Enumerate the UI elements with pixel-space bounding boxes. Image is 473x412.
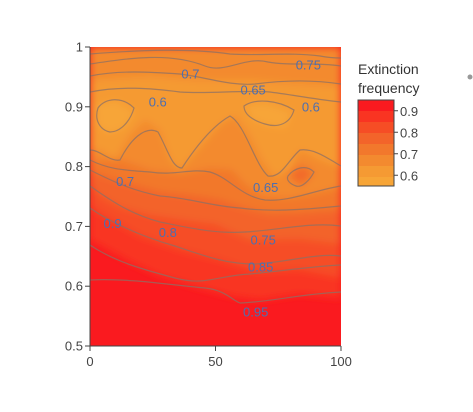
contour-line-080 [90,185,341,233]
contour-line-095 [90,279,341,304]
colorbar-swatch-060 [358,177,394,186]
contour-label: 0.7 [181,66,199,81]
contour-label: 0.9 [104,216,122,231]
y-tick-label: 0.9 [65,99,83,114]
contour-label: 0.95 [243,304,268,319]
contour-label: 0.85 [248,260,273,275]
colorbar-swatch-070 [358,155,394,166]
contour-label: 0.6 [149,95,167,110]
y-tick-label: 0.6 [65,279,83,294]
colorbar: Extinction frequency 0.9 0.8 0.7 0.6 [357,61,419,187]
colorbar-tick-label: 0.8 [400,125,418,140]
colorbar-swatch-065 [358,166,394,177]
x-tick-label: 100 [330,354,352,369]
x-ticks: 0 50 100 [86,346,352,369]
colorbar-tick-label: 0.6 [400,168,418,183]
y-tick-label: 0.5 [65,339,83,354]
y-tick-label: 0.8 [65,159,83,174]
y-tick-label: 1 [76,40,83,55]
contour-line-065-top [90,71,341,85]
colorbar-swatch-080 [358,133,394,144]
plot-area: 0.75 0.7 0.65 0.6 0.6 0.7 0.65 0.9 0.8 0.75 0.85 0.… [90,47,341,346]
contour-label: 0.75 [296,57,321,72]
colorbar-swatches [358,100,394,186]
x-tick-label: 0 [86,354,93,369]
colorbar-swatch-090 [358,111,394,122]
contour-line-075-top [90,49,341,59]
contour-line-060-left [96,99,135,133]
contour-line-085 [90,207,341,265]
colorbar-tick-label: 0.9 [400,104,418,119]
contour-label: 0.8 [159,225,177,240]
colorbar-ticks: 0.9 0.8 0.7 0.6 [394,104,418,183]
contour-line-070-top [90,56,341,69]
colorbar-swatch-075 [358,144,394,155]
x-tick-label: 50 [208,354,222,369]
contour-lines [90,49,341,304]
contour-line-075 [90,169,341,211]
contour-line-spot [286,167,315,187]
y-ticks: 0.5 0.6 0.7 0.8 0.9 1 [65,40,90,354]
colorbar-outline [357,99,395,187]
contour-label: 0.7 [116,174,134,189]
contour-line-060-top [90,87,341,103]
contour-line-070 [90,159,341,201]
contour-label: 0.75 [251,233,276,248]
colorbar-swatch-095 [358,100,394,111]
colorbar-swatch-085 [358,122,394,133]
y-tick-label: 0.7 [65,219,83,234]
contour-line-090 [90,244,341,282]
modebar-dot[interactable] [467,74,473,80]
contour-line-065 [90,115,341,177]
y-axis: 0.5 0.6 0.7 0.8 0.9 1 [65,40,91,354]
x-axis: 0 50 100 [86,345,352,369]
contour-label: 0.6 [302,99,320,114]
contour-label: 0.65 [240,83,265,98]
colorbar-tick-label: 0.7 [400,147,418,162]
contour-labels: 0.75 0.7 0.65 0.6 0.6 0.7 0.65 0.9 0.8 0.75 0.85 0.… [104,57,321,319]
contour-line-060-right [243,100,295,127]
colorbar-title-line-1: Extinction [358,61,419,77]
contour-label: 0.65 [253,180,278,195]
colorbar-title-line-2: frequency [358,80,419,96]
